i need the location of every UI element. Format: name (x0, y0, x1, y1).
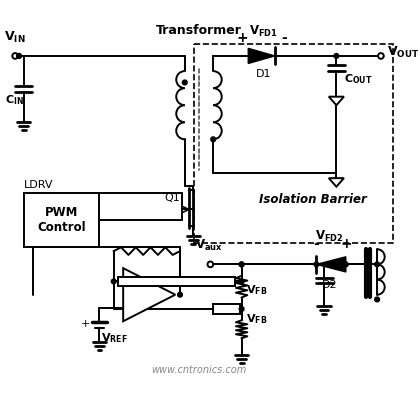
Text: +: + (237, 31, 248, 45)
Text: +: + (81, 319, 90, 329)
Text: $\mathbf{V_{aux}}$: $\mathbf{V_{aux}}$ (194, 238, 222, 253)
Circle shape (16, 54, 21, 58)
Bar (213, 304, 240, 314)
Text: -: - (281, 31, 287, 45)
Text: -: - (129, 274, 136, 289)
Circle shape (239, 262, 244, 267)
Bar (194, 44, 393, 243)
Text: +: + (126, 300, 139, 316)
Polygon shape (316, 257, 346, 272)
Polygon shape (248, 48, 275, 64)
Text: $\mathbf{V_{FD1}}$: $\mathbf{V_{FD1}}$ (249, 24, 278, 39)
Text: $\mathbf{V_{IN}}$: $\mathbf{V_{IN}}$ (4, 29, 25, 45)
Bar (24, 193, 100, 247)
Circle shape (211, 137, 215, 142)
Text: PWM
Control: PWM Control (37, 206, 86, 234)
Text: $\mathbf{V_{OUT}}$: $\mathbf{V_{OUT}}$ (386, 45, 419, 60)
Circle shape (378, 53, 384, 59)
Text: $\mathbf{V_{FB}}$: $\mathbf{V_{FB}}$ (247, 283, 268, 297)
Polygon shape (329, 178, 344, 187)
Text: $\mathbf{C_{IN}}$: $\mathbf{C_{IN}}$ (5, 94, 24, 107)
Text: $\mathbf{V_{REF}}$: $\mathbf{V_{REF}}$ (101, 332, 128, 345)
Text: Transformer: Transformer (156, 24, 242, 37)
Bar (118, 277, 235, 286)
Circle shape (344, 262, 348, 267)
Polygon shape (123, 268, 175, 321)
Circle shape (12, 53, 18, 59)
Circle shape (314, 262, 319, 267)
Circle shape (111, 279, 116, 284)
Text: Isolation Barrier: Isolation Barrier (259, 193, 367, 207)
Text: D1: D1 (256, 69, 271, 79)
Text: -: - (314, 237, 319, 251)
Circle shape (375, 297, 380, 302)
Circle shape (178, 292, 182, 297)
Circle shape (375, 262, 380, 267)
Circle shape (239, 306, 244, 311)
Text: $\mathbf{V_{FB}}$: $\mathbf{V_{FB}}$ (247, 312, 268, 326)
Circle shape (239, 262, 244, 267)
Text: D2: D2 (322, 279, 338, 289)
Circle shape (334, 54, 339, 58)
Circle shape (207, 261, 213, 267)
Text: $\mathbf{V_{FD2}}$: $\mathbf{V_{FD2}}$ (315, 228, 344, 244)
Text: LDRV: LDRV (24, 180, 53, 191)
Text: www.cntronics.com: www.cntronics.com (151, 365, 247, 375)
Polygon shape (329, 97, 344, 105)
Circle shape (182, 80, 187, 85)
Circle shape (16, 54, 21, 58)
Text: $\mathbf{C_{OUT}}$: $\mathbf{C_{OUT}}$ (344, 72, 373, 86)
Circle shape (239, 279, 244, 284)
Text: +: + (340, 237, 352, 251)
Text: Q1: Q1 (164, 193, 180, 203)
